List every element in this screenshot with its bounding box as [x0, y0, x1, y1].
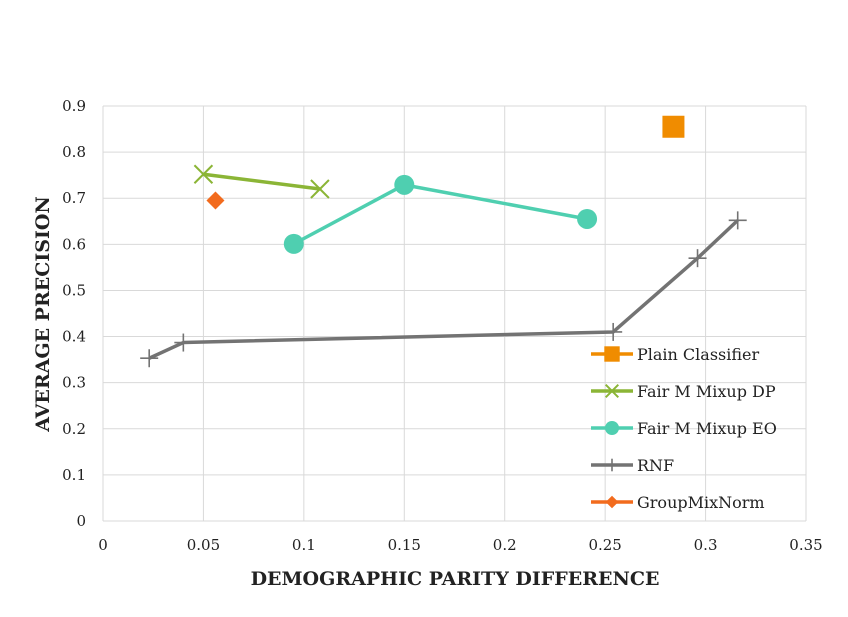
legend-label: Fair M Mixup EO [637, 419, 777, 438]
diamond-marker [206, 191, 225, 210]
plus-marker [605, 458, 619, 472]
plus-marker [728, 211, 747, 230]
y-axis-title: AVERAGE PRECISION [32, 196, 54, 433]
x-tick-label: 0 [98, 536, 108, 554]
x-marker [193, 164, 214, 184]
x-tick-label: 0.15 [388, 536, 421, 554]
series-plain-classifier [662, 115, 685, 138]
legend-item: Plain Classifier [591, 345, 760, 364]
diamond-marker [605, 495, 619, 509]
series-groupmixnorm [206, 191, 225, 210]
plus-marker [688, 249, 707, 268]
x-tick-label: 0.3 [694, 536, 718, 554]
circle-marker [394, 174, 415, 195]
x-tick-labels: 0 0.05 0.1 0.15 0.2 0.25 0.3 0.35 [98, 536, 822, 554]
series-fair-m-mixup-dp [193, 164, 330, 199]
legend-label: GroupMixNorm [637, 493, 765, 512]
plus-marker [140, 349, 159, 368]
y-tick-label: 0.5 [62, 281, 86, 299]
legend-item: GroupMixNorm [591, 493, 765, 512]
x-axis-title: DEMOGRAPHIC PARITY DIFFERENCE [251, 568, 660, 590]
y-tick-label: 0.3 [62, 374, 86, 392]
y-tick-label: 0.9 [62, 97, 86, 115]
x-marker [310, 179, 330, 199]
y-tick-label: 0.8 [62, 143, 86, 161]
legend-label: Fair M Mixup DP [637, 382, 776, 401]
plus-marker [604, 322, 623, 341]
legend-item: Fair M Mixup DP [591, 382, 776, 401]
x-tick-label: 0.2 [493, 536, 517, 554]
series-line [203, 172, 321, 191]
series-line [292, 183, 588, 246]
legend-label: RNF [637, 456, 674, 475]
y-tick-label: 0.2 [62, 420, 86, 438]
plus-marker [174, 333, 193, 352]
legend-item: Fair M Mixup EO [591, 419, 777, 438]
square-marker [604, 346, 620, 362]
y-tick-label: 0.6 [62, 235, 86, 253]
series-fair-m-mixup-eo [283, 174, 598, 254]
y-tick-label: 0.4 [62, 328, 86, 346]
y-tick-label: 0 [76, 512, 86, 530]
y-tick-label: 0.1 [62, 466, 86, 484]
x-tick-label: 0.35 [789, 536, 822, 554]
x-marker [604, 383, 620, 399]
legend-label: Plain Classifier [637, 345, 760, 364]
x-tick-label: 0.1 [292, 536, 316, 554]
series-rnf [140, 211, 747, 368]
y-tick-labels: 0 0.1 0.2 0.3 0.4 0.5 0.6 0.7 0.8 0.9 [62, 97, 86, 530]
circle-marker [577, 208, 598, 229]
circle-marker [283, 233, 304, 254]
x-tick-label: 0.25 [588, 536, 621, 554]
square-marker [662, 115, 685, 138]
series-line [148, 219, 739, 360]
circle-marker [605, 421, 619, 435]
legend: Plain Classifier Fair M Mixup DP Fair M Mi… [591, 345, 777, 512]
x-tick-label: 0.05 [187, 536, 220, 554]
y-tick-label: 0.7 [62, 189, 86, 207]
legend-item: RNF [591, 456, 674, 475]
series-layer [140, 115, 747, 368]
